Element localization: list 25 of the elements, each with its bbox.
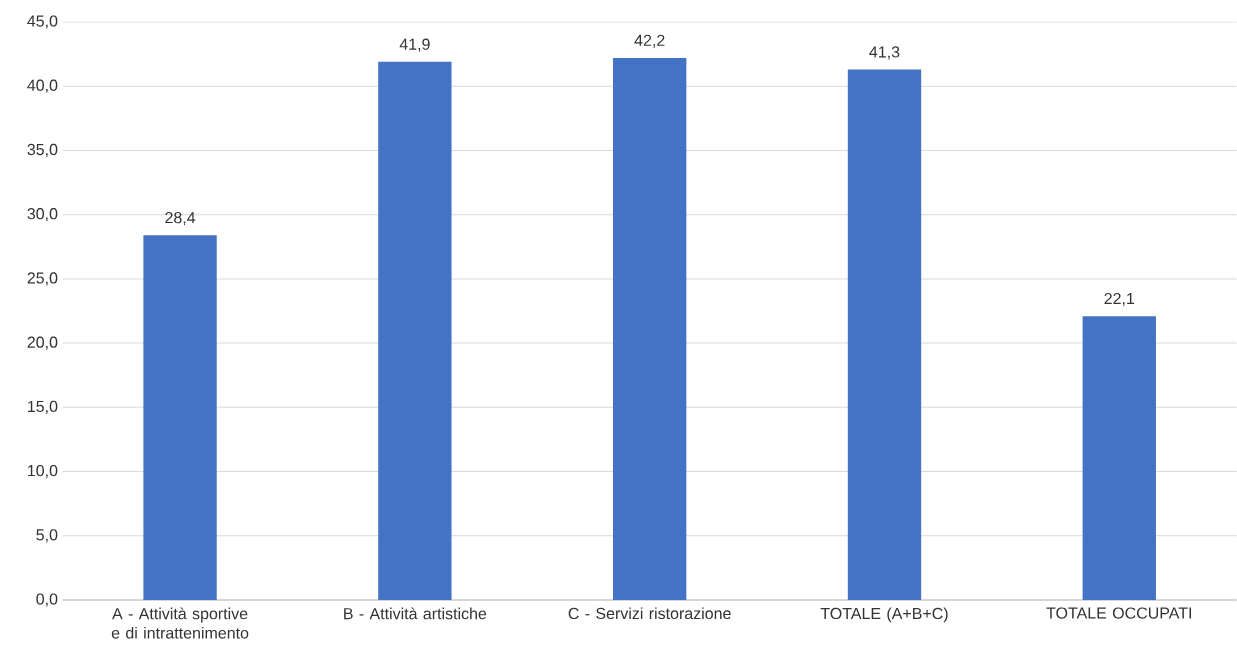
x-tick-label: B - Attività artistiche — [344, 607, 487, 620]
y-tick-label: 40,0 — [27, 79, 58, 93]
bar — [847, 69, 922, 600]
y-tick-label: 0,0 — [36, 593, 58, 607]
y-tick-label: 20,0 — [27, 336, 58, 350]
bar — [613, 57, 687, 600]
bar — [143, 235, 217, 600]
data-label: 22,1 — [1104, 292, 1135, 307]
y-tick-label: 45,0 — [27, 15, 58, 29]
data-label: 41,9 — [399, 38, 430, 52]
data-label: 41,3 — [869, 46, 900, 60]
y-tick-label: 10,0 — [28, 464, 58, 479]
data-label: 42,2 — [634, 34, 665, 48]
bar — [378, 61, 452, 600]
x-tick-label: C - Servizi ristorazione — [568, 607, 731, 620]
y-tick-label: 5,0 — [36, 529, 58, 543]
x-tick-label: A - Attività sportive e di intrattenimento — [111, 607, 249, 639]
y-tick-label: 35,0 — [27, 143, 58, 158]
bar — [1082, 316, 1156, 600]
data-label: 28,4 — [165, 211, 196, 226]
y-tick-label: 30,0 — [27, 208, 58, 222]
y-tick-label: 25,0 — [27, 272, 58, 286]
y-tick-label: 15,0 — [28, 400, 58, 414]
x-tick-label: TOTALE (A+B+C) — [820, 607, 948, 623]
x-tick-label: TOTALE OCCUPATI — [1046, 607, 1191, 619]
